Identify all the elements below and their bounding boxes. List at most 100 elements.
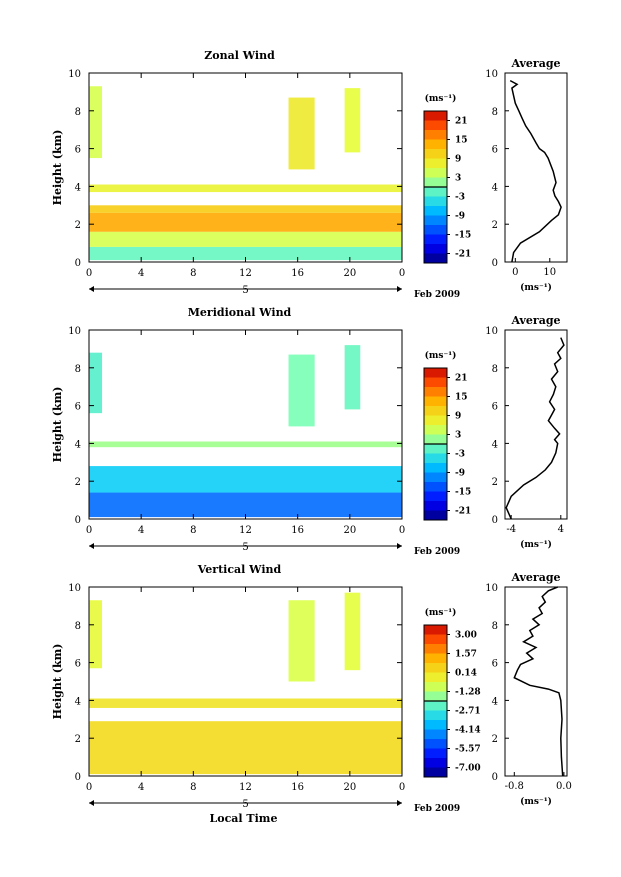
colorbar-tick-label: 15	[455, 136, 468, 146]
average-title: Average	[510, 57, 560, 70]
colorbar-tick-label: -21	[455, 250, 471, 260]
average-profile-line	[509, 79, 562, 263]
colorbar-segment	[424, 177, 447, 188]
colorbar-tick-label: 21	[455, 117, 468, 127]
colorbar-segment	[424, 111, 447, 121]
colorbar-tick-label: -3	[455, 450, 465, 460]
x-tick-label: 0	[86, 782, 92, 793]
data-band	[89, 352, 103, 414]
average-x-tick-label: 4	[558, 524, 564, 535]
average-y-tick-label: 6	[492, 402, 498, 413]
x-tick-label: 12	[239, 268, 252, 279]
colorbar-tick-label: -15	[455, 488, 471, 498]
colorbar-unit: (ms⁻¹)	[425, 93, 457, 104]
average-y-tick-label: 8	[492, 107, 498, 118]
data-band	[89, 600, 103, 669]
colorbar-tick-label: -9	[455, 469, 465, 479]
colorbar-tick-label: 3.00	[455, 631, 477, 641]
data-band	[89, 698, 402, 708]
day-label: 5	[242, 285, 248, 296]
colorbar-unit: (ms⁻¹)	[425, 350, 457, 361]
data-band	[344, 88, 361, 153]
day-bar-start	[89, 286, 94, 292]
y-tick-label: 10	[68, 326, 81, 337]
date-label: Feb 2009	[414, 290, 460, 300]
colorbar-segment	[424, 149, 447, 159]
average-y-tick-label: 2	[492, 220, 498, 231]
average-y-tick-label: 8	[492, 364, 498, 375]
colorbar-tick-label: -5.57	[455, 745, 481, 755]
colorbar-tick-label: -3	[455, 193, 465, 203]
average-x-tick-label: 0	[512, 267, 518, 278]
average-x-label: (ms⁻¹)	[520, 796, 552, 807]
y-tick-label: 2	[75, 734, 81, 745]
day-bar-end	[397, 543, 402, 549]
colorbar-segment	[424, 701, 447, 711]
y-tick-label: 6	[75, 145, 81, 156]
y-tick-label: 8	[75, 107, 81, 118]
x-tick-label: 16	[291, 782, 304, 793]
y-axis-label: Height (km)	[51, 387, 64, 463]
average-frame	[504, 586, 568, 777]
y-tick-label: 8	[75, 364, 81, 375]
colorbar-segment	[424, 253, 447, 264]
data-band	[89, 184, 402, 193]
average-y-tick-label: 8	[492, 621, 498, 632]
colorbar-segment	[424, 444, 447, 454]
data-band	[89, 492, 402, 518]
colorbar-segment	[424, 710, 447, 721]
y-tick-label: 4	[75, 182, 81, 193]
y-axis-label: Height (km)	[51, 130, 64, 206]
colorbar-segment	[424, 625, 447, 635]
colorbar-tick-label: -4.14	[455, 726, 481, 736]
y-tick-label: 2	[75, 477, 81, 488]
average-y-tick-label: 10	[485, 326, 498, 337]
x-tick-label: 8	[190, 268, 196, 279]
colorbar-segment	[424, 225, 447, 235]
y-tick-label: 4	[75, 696, 81, 707]
colorbar-segment	[424, 472, 447, 483]
y-tick-label: 4	[75, 439, 81, 450]
average-title: Average	[510, 571, 560, 584]
x-tick-label: 0	[399, 525, 405, 536]
colorbar-segment	[424, 406, 447, 416]
colorbar-segment	[424, 234, 447, 245]
colorbar-tick-label: -2.71	[455, 707, 481, 717]
data-band	[89, 466, 402, 493]
colorbar-tick-label: 15	[455, 393, 468, 403]
colorbar-segment	[424, 720, 447, 730]
average-x-label: (ms⁻¹)	[520, 282, 552, 293]
x-tick-label: 16	[291, 268, 304, 279]
day-bar-end	[397, 286, 402, 292]
colorbar-tick-label: 9	[455, 155, 461, 165]
data-band	[89, 212, 402, 232]
y-tick-label: 2	[75, 220, 81, 231]
colorbar-segment	[424, 491, 447, 502]
day-bar-start	[89, 800, 94, 806]
average-profile-line	[513, 586, 564, 777]
colorbar-segment	[424, 672, 447, 683]
colorbar-segment	[424, 767, 447, 778]
average-y-tick-label: 4	[492, 696, 498, 707]
x-axis-label: Local Time	[210, 812, 278, 825]
x-tick-label: 0	[399, 782, 405, 793]
colorbar-segment	[424, 653, 447, 664]
y-axis-label: Height (km)	[51, 644, 64, 720]
panel-title: Vertical Wind	[197, 563, 282, 576]
y-tick-label: 8	[75, 621, 81, 632]
data-band	[89, 441, 402, 448]
colorbar-segment	[424, 120, 447, 131]
colorbar-segment	[424, 758, 447, 768]
y-tick-label: 0	[75, 258, 81, 269]
data-band	[89, 246, 402, 261]
average-frame	[504, 329, 568, 520]
average-y-tick-label: 4	[492, 439, 498, 450]
y-tick-label: 0	[75, 772, 81, 783]
colorbar-segment	[424, 130, 447, 140]
x-tick-label: 4	[138, 268, 144, 279]
colorbar-segment	[424, 206, 447, 216]
day-bar-end	[397, 800, 402, 806]
